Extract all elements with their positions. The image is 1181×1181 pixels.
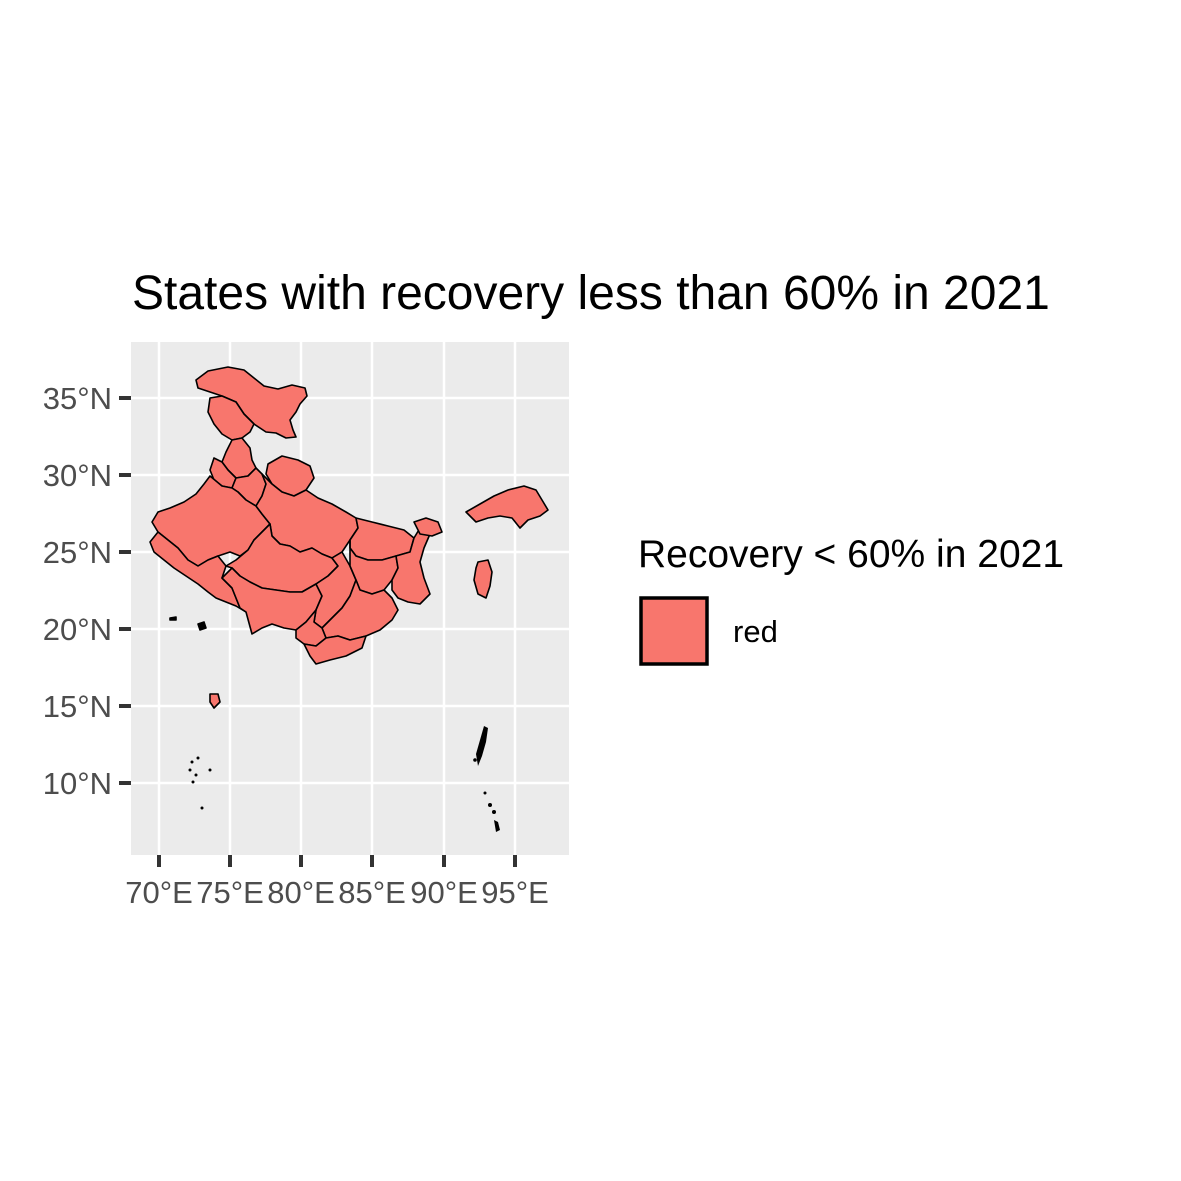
x-tick-label: 75°E <box>196 875 264 910</box>
x-tick-label: 95°E <box>481 875 549 910</box>
legend-label-red: red <box>733 614 778 649</box>
chart-title: States with recovery less than 60% in 20… <box>132 267 1050 320</box>
region-northeast <box>465 485 549 529</box>
map-regions <box>149 366 549 832</box>
region-andhra-pradesh <box>303 635 367 665</box>
y-tick-label: 20°N <box>43 612 112 647</box>
region-daman <box>197 621 207 631</box>
region-jammu-kashmir <box>207 395 255 441</box>
y-axis: 35°N 30°N 25°N 20°N 15°N 10°N <box>43 381 131 801</box>
legend: Recovery < 60% in 2021 red <box>638 533 1064 666</box>
region-lakshadweep <box>188 756 212 810</box>
x-tick-label: 90°E <box>410 875 478 910</box>
y-tick-label: 25°N <box>43 535 112 570</box>
y-tick-label: 15°N <box>43 689 112 724</box>
x-tick-label: 80°E <box>267 875 335 910</box>
region-sikkim <box>413 517 443 537</box>
x-axis: 70°E 75°E 80°E 85°E 90°E 95°E <box>125 855 549 910</box>
y-tick-label: 35°N <box>43 381 112 416</box>
region-tripura-mizoram <box>473 559 493 599</box>
region-goa <box>209 693 221 709</box>
region-telangana <box>295 609 327 647</box>
region-diu <box>169 616 177 621</box>
x-tick-label: 85°E <box>338 875 406 910</box>
legend-title: Recovery < 60% in 2021 <box>638 533 1064 576</box>
y-tick-label: 30°N <box>43 458 112 493</box>
legend-key-red <box>639 596 709 666</box>
y-tick-label: 10°N <box>43 766 112 801</box>
x-tick-label: 70°E <box>125 875 193 910</box>
region-andaman-nicobar <box>473 726 500 832</box>
